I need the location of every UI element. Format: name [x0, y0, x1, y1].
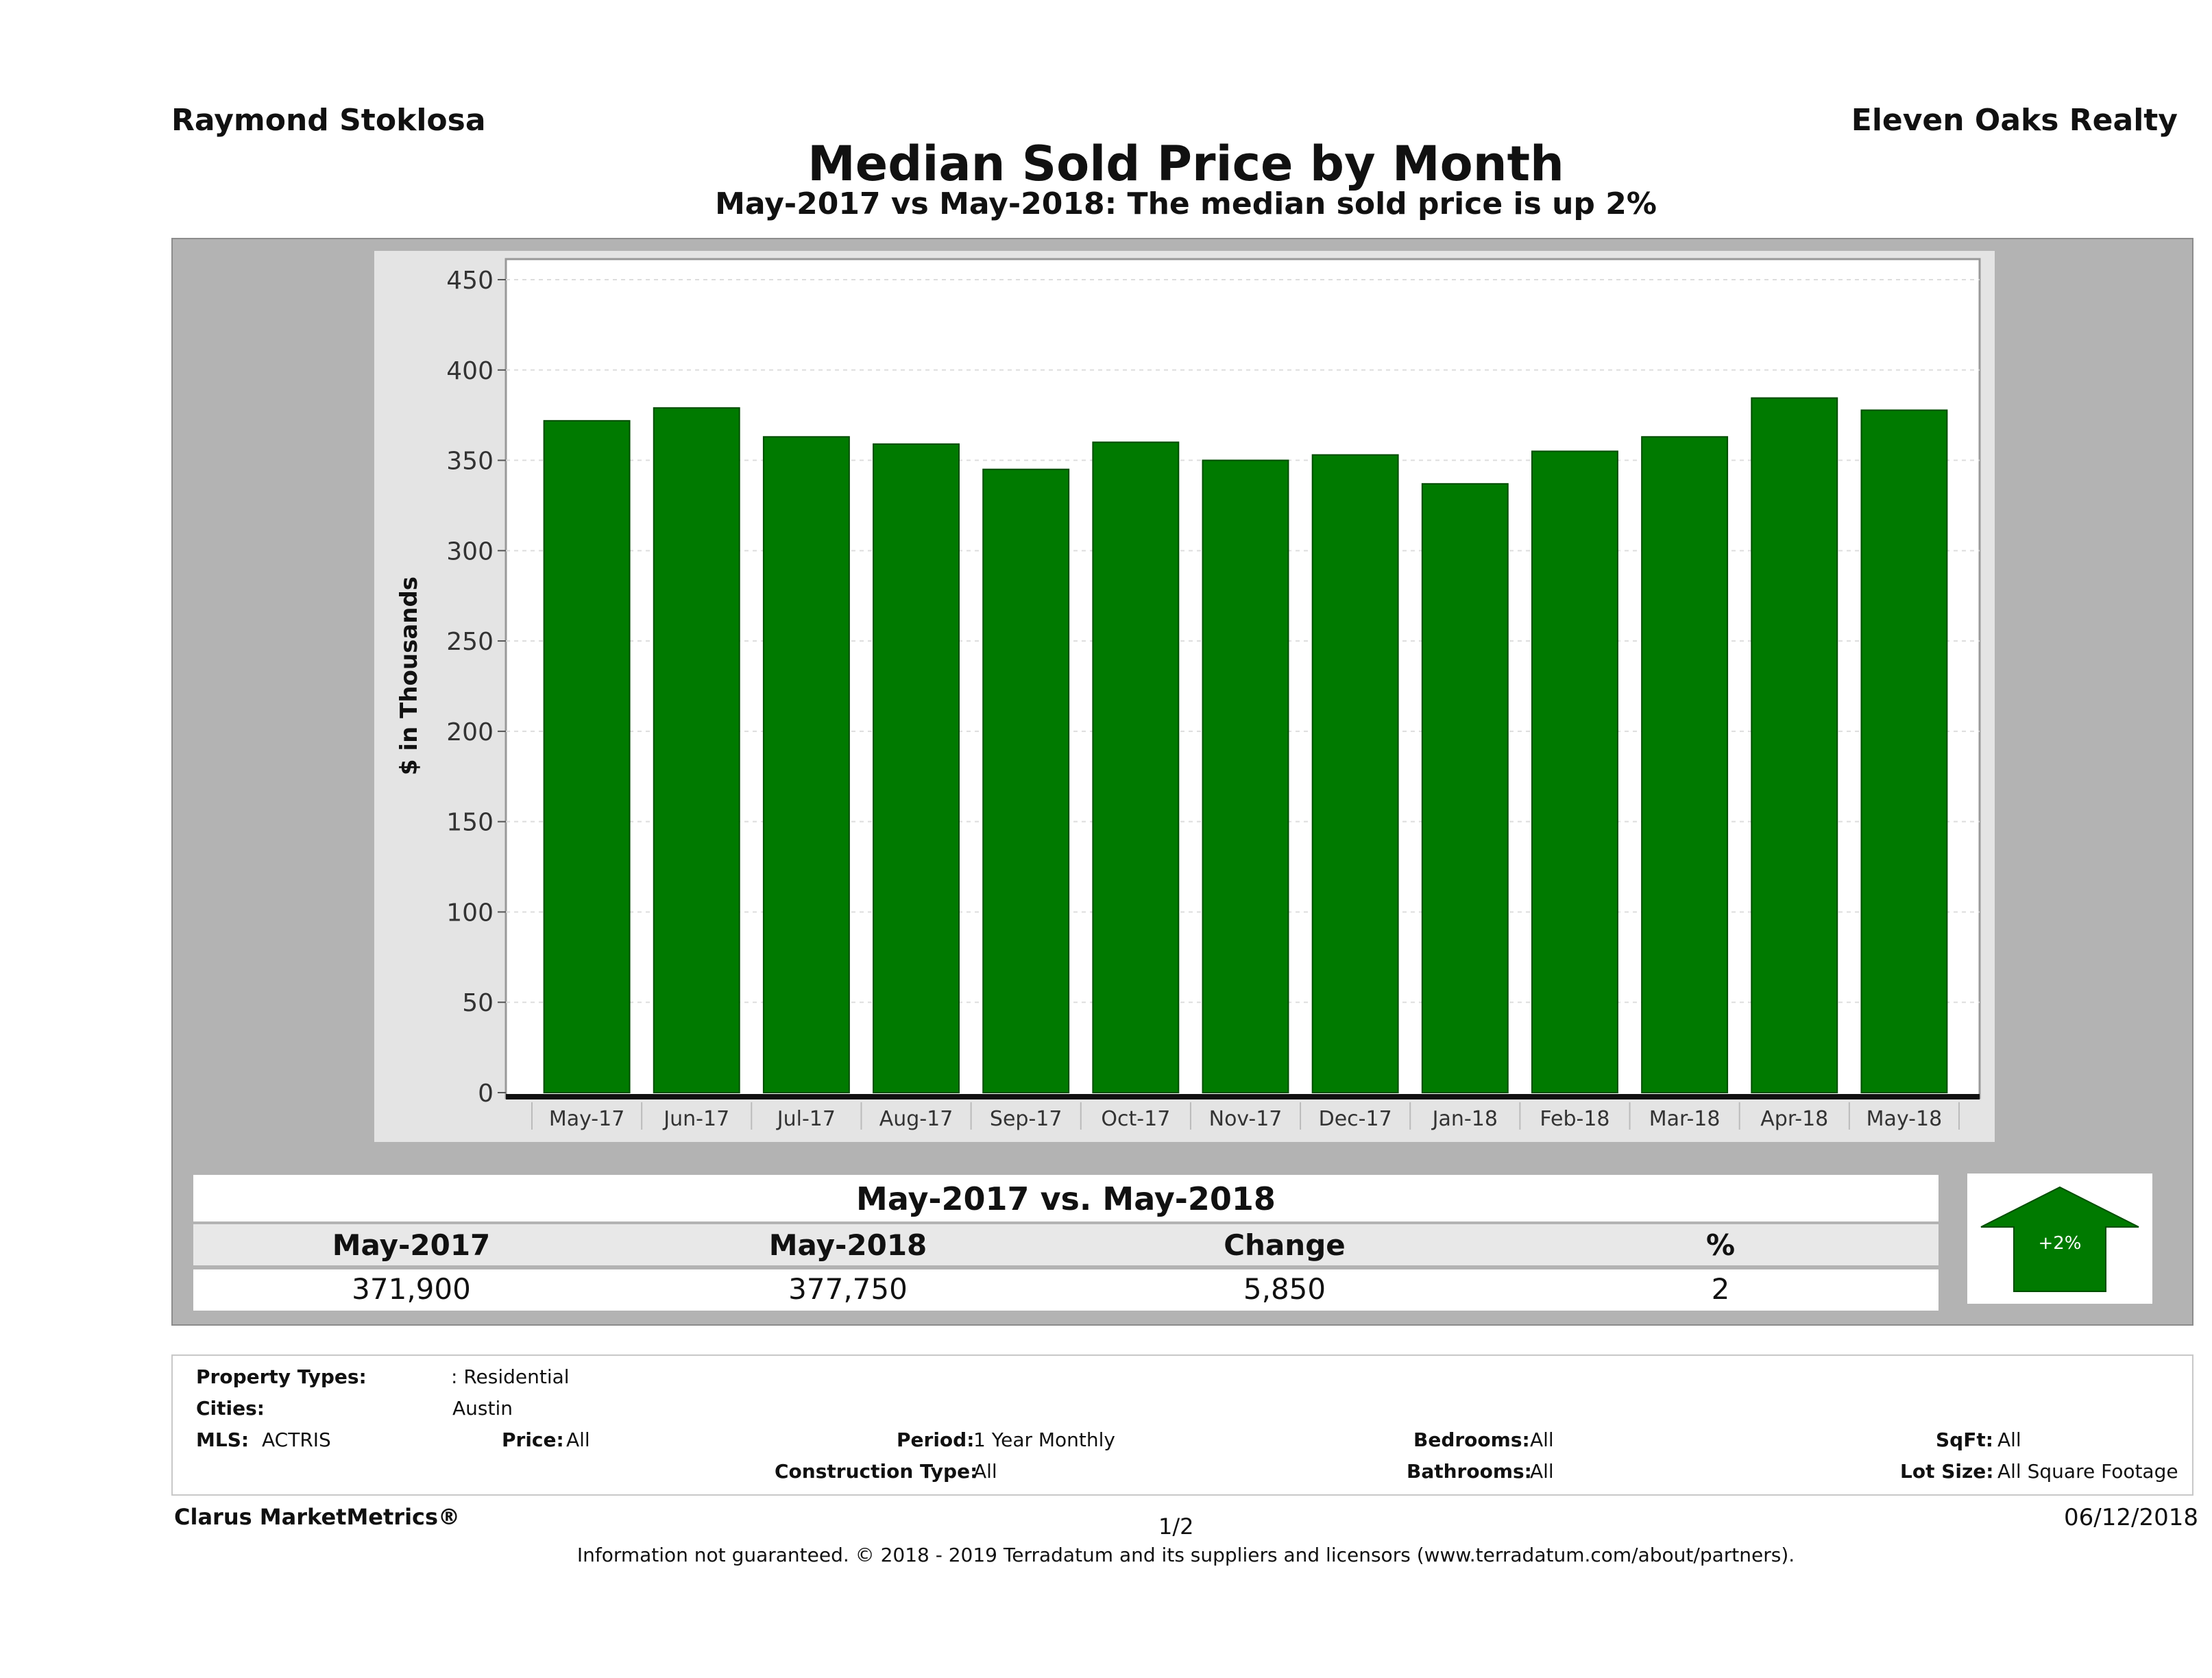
y-tick-label: 0 [478, 1080, 494, 1108]
col-header-may-2018: May-2018 [768, 1228, 927, 1262]
report-date: 06/12/2018 [2064, 1504, 2198, 1531]
bar-mar-18 [1641, 436, 1729, 1093]
y-tick-label: 400 [446, 357, 494, 385]
comparison-value-row [193, 1269, 1938, 1311]
y-tick-label: 150 [446, 809, 494, 837]
y-tick-label: 200 [446, 718, 494, 746]
x-tick-label: May-17 [549, 1107, 625, 1131]
bar-jun-17 [653, 407, 740, 1093]
bedrooms-value: All [1530, 1428, 1554, 1451]
footer-brand: Clarus MarketMetrics® [174, 1504, 461, 1530]
property-types-value: : Residential [451, 1365, 570, 1388]
x-tick-label: Nov-17 [1209, 1107, 1283, 1131]
construction-type-label: Construction Type: [775, 1460, 978, 1483]
company-name: Eleven Oaks Realty [1851, 103, 2178, 138]
x-tick-label: Dec-17 [1319, 1107, 1392, 1131]
comparison-header-row [193, 1224, 1938, 1265]
bar-oct-17 [1092, 441, 1180, 1093]
bar-nov-17 [1202, 459, 1289, 1093]
period-value: 1 Year Monthly [973, 1428, 1116, 1451]
bar-dec-17 [1311, 454, 1399, 1094]
comparison-title: May-2017 vs. May-2018 [856, 1180, 1276, 1217]
bar-may-18 [1860, 409, 1948, 1093]
page-number: 1/2 [1158, 1513, 1194, 1540]
price-value: All [566, 1428, 590, 1451]
construction-type-value: All [973, 1460, 997, 1483]
bar-chart: 0 50 100 150 200 250 300 350 400 450 May-17 Jun-17… [396, 258, 1981, 1131]
x-tick-label: Aug-17 [879, 1107, 953, 1131]
bar-apr-18 [1751, 397, 1838, 1093]
lot-size-value: All Square Footage [1997, 1460, 2178, 1483]
x-tick-label: Mar-18 [1649, 1107, 1721, 1131]
y-tick-label: 350 [446, 448, 494, 476]
y-axis-ticks: 0 50 100 150 200 250 300 350 400 450 [446, 267, 506, 1108]
x-tick-label: Sep-17 [990, 1107, 1062, 1131]
y-tick-label: 300 [446, 537, 494, 566]
y-tick-label: 100 [446, 899, 494, 927]
property-types-label: Property Types: [196, 1365, 367, 1388]
comparison-title-bar [193, 1175, 1938, 1221]
bathrooms-label: Bathrooms: [1407, 1460, 1532, 1483]
agent-name: Raymond Stoklosa [171, 103, 486, 138]
bar-aug-17 [873, 443, 960, 1093]
y-tick-label: 450 [446, 267, 494, 295]
mls-label: MLS: [196, 1428, 250, 1451]
filters-panel [171, 1354, 2193, 1496]
bar-may-17 [543, 420, 631, 1093]
y-tick-label: 250 [446, 628, 494, 656]
x-tick-label: Jan-18 [1431, 1107, 1498, 1131]
cities-label: Cities: [196, 1397, 265, 1420]
price-label: Price: [502, 1428, 564, 1451]
up-arrow-icon: +2% [1980, 1186, 2139, 1292]
col-header-may-2017: May-2017 [332, 1228, 491, 1262]
value-change: 5,850 [1243, 1272, 1326, 1306]
value-may-2017: 371,900 [352, 1272, 471, 1306]
x-tick-label: Feb-18 [1540, 1107, 1609, 1131]
x-tick-label: Apr-18 [1760, 1107, 1828, 1131]
grid-lines [506, 279, 1980, 1004]
bar-feb-18 [1531, 450, 1618, 1093]
bar-sep-17 [982, 468, 1070, 1093]
sqft-label: SqFt: [1936, 1428, 1993, 1451]
lot-size-label: Lot Size: [1900, 1460, 1994, 1483]
value-may-2018: 377,750 [788, 1272, 908, 1306]
col-header-percent: % [1705, 1228, 1736, 1262]
bars [543, 397, 1948, 1094]
value-percent: 2 [1711, 1272, 1730, 1306]
chart-title: Median Sold Price by Month [807, 136, 1564, 192]
bedrooms-label: Bedrooms: [1413, 1428, 1530, 1451]
bar-jul-17 [762, 436, 850, 1093]
sqft-value: All [1997, 1428, 2021, 1451]
y-tick-label: 50 [462, 989, 494, 1017]
x-tick-label: Jun-17 [662, 1107, 729, 1131]
chart-subtitle: May-2017 vs May-2018: The median sold pr… [715, 186, 1657, 221]
x-tick-label: Oct-17 [1101, 1107, 1170, 1131]
x-tick-label: May-18 [1867, 1107, 1943, 1131]
change-badge-label: +2% [2038, 1233, 2081, 1254]
cities-value: Austin [452, 1397, 513, 1420]
col-header-change: Change [1224, 1228, 1346, 1262]
period-label: Period: [897, 1428, 975, 1451]
mls-value: ACTRIS [262, 1428, 331, 1451]
bathrooms-value: All [1530, 1460, 1554, 1483]
bar-jan-18 [1421, 483, 1509, 1094]
x-axis-ticks: May-17 Jun-17 Jul-17 Aug-17 Sep-17 Oct-17 Nov-… [531, 1102, 1960, 1131]
y-axis-label: $ in Thousands [396, 576, 423, 775]
disclaimer: Information not guaranteed. © 2018 - 201… [576, 1544, 1795, 1566]
x-tick-label: Jul-17 [776, 1107, 836, 1131]
